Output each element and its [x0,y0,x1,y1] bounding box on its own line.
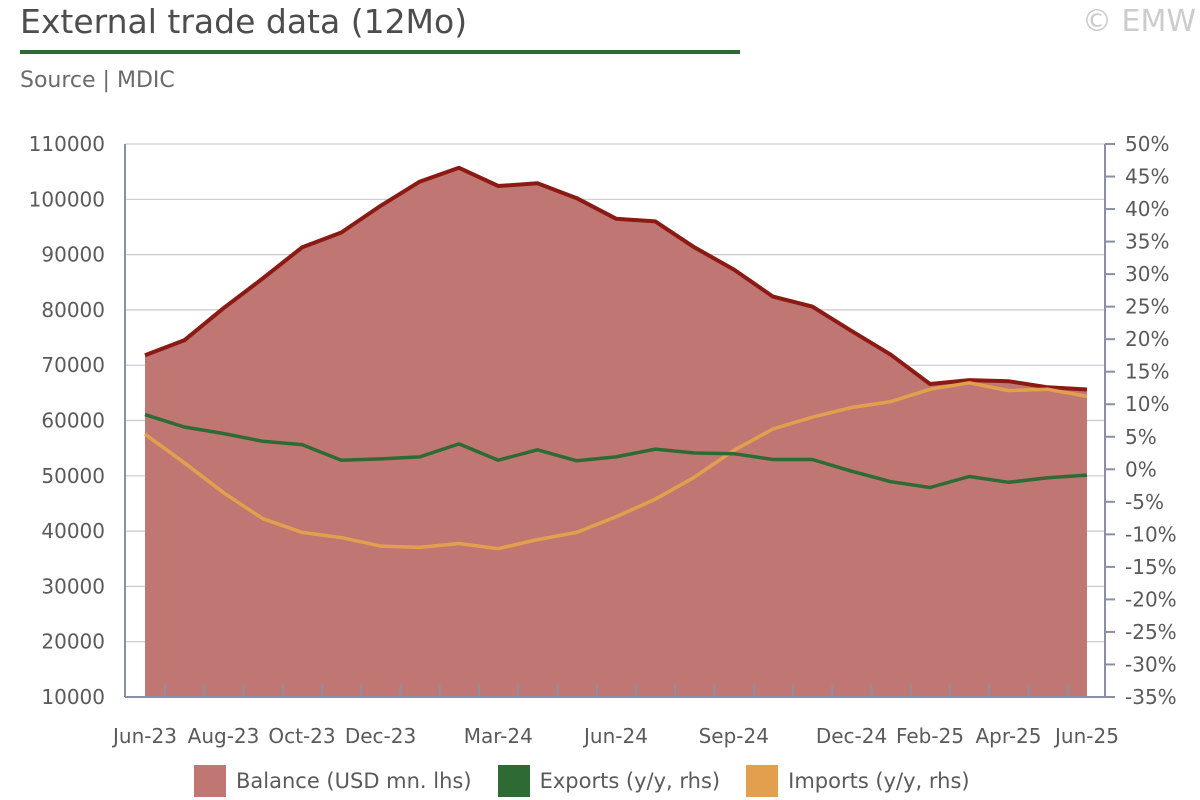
y-right-tick-label: 20% [1125,327,1169,351]
y-right-tick-label: -30% [1125,652,1177,676]
watermark: © EMW [1081,4,1196,39]
legend-swatch-balance [194,765,226,797]
balance-area [145,167,1087,698]
y-left-tick-label: 20000 [41,630,105,654]
y-left-tick-label: 30000 [41,574,105,598]
y-left-tick-label: 60000 [41,409,105,433]
legend-item-balance: Balance (USD mn. lhs) [194,765,472,797]
y-right-tick-label: 15% [1125,360,1169,384]
y-right-tick-label: 5% [1125,425,1157,449]
imports-line [143,381,1088,551]
y-right-tick-label: 45% [1125,165,1169,189]
source-label: Source | MDIC [20,68,175,93]
y-right-tick-label: -20% [1125,587,1177,611]
x-tick-label: Apr-25 [976,724,1042,748]
y-right-tick-label: -15% [1125,555,1177,579]
legend-label-exports: Exports (y/y, rhs) [539,769,721,793]
x-tick-label: Jun-24 [582,724,648,748]
y-left-tick-label: 10000 [41,685,105,709]
x-tick-label: Oct-23 [268,724,335,748]
legend-label-balance: Balance (USD mn. lhs) [236,769,472,793]
x-tick-label: Jun-25 [1053,724,1119,748]
legend-item-exports: Exports (y/y, rhs) [497,765,721,797]
y-right-tick-label: -5% [1125,490,1164,514]
x-tick-label: Feb-25 [896,724,964,748]
legend: Balance (USD mn. lhs) Exports (y/y, rhs)… [194,764,996,798]
x-tick-label: Jun-23 [111,724,177,748]
y-right-tick-label: 25% [1125,295,1169,319]
x-tick-label: Aug-23 [188,724,260,748]
y-right-tick-label: 10% [1125,392,1169,416]
y-left-tick-label: 70000 [41,353,105,377]
y-left-tick-label: 90000 [41,243,105,267]
y-right-tick-label: -10% [1125,522,1177,546]
y-left-tick-label: 50000 [41,464,105,488]
y-left-tick-label: 40000 [41,519,105,543]
legend-swatch-exports [497,765,530,797]
y-left-tick-label: 110000 [29,132,105,156]
y-right-tick-label: -25% [1125,620,1177,644]
y-right-tick-label: 40% [1125,197,1169,221]
x-tick-label: Dec-23 [345,724,416,748]
legend-label-imports: Imports (y/y, rhs) [788,769,970,793]
legend-item-imports: Imports (y/y, rhs) [746,765,970,797]
x-tick-label: Mar-24 [464,724,533,748]
legend-swatch-imports [746,765,779,797]
y-right-tick-label: -35% [1125,685,1177,709]
x-tick-label: Sep-24 [699,724,769,748]
y-left-tick-label: 100000 [29,187,105,211]
y-right-tick-label: 0% [1125,457,1157,481]
y-left-tick-label: 80000 [41,298,105,322]
title-underline [20,50,740,54]
y-right-tick-label: 35% [1125,230,1169,254]
y-right-tick-label: 30% [1125,262,1169,286]
chart-title: External trade data (12Mo) [20,2,468,41]
exports-line [144,412,1088,490]
y-right-tick-label: 50% [1125,132,1169,156]
balance-line [144,165,1088,392]
x-tick-label: Dec-24 [816,724,887,748]
